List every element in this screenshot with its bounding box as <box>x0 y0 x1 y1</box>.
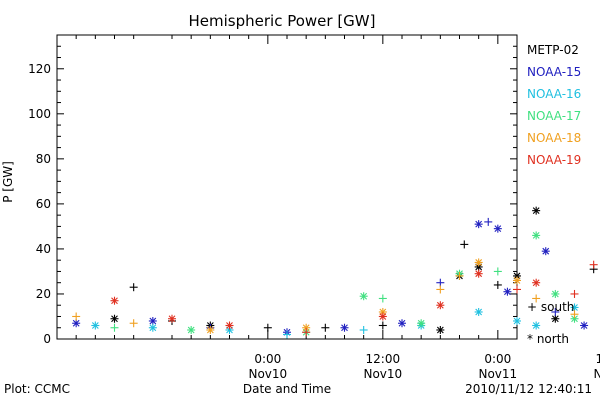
footer-timestamp: 2010/11/12 12:40:11 <box>465 382 592 396</box>
point-noaa-18-south <box>72 312 81 321</box>
point-noaa-16-north <box>513 316 521 325</box>
point-noaa-15-north <box>148 316 157 325</box>
y-tick-label: 0 <box>43 332 51 346</box>
point-metp-02-north <box>551 314 560 323</box>
point-noaa-19-north <box>168 314 176 323</box>
point-noaa-18-south <box>436 285 445 294</box>
legend-item-noaa-15: NOAA-15 <box>527 65 581 79</box>
y-tick-label: 20 <box>36 287 51 301</box>
point-noaa-19-south <box>302 328 311 337</box>
point-metp-02-south <box>460 240 469 249</box>
x-tick-time-label: 0:00 <box>254 352 281 366</box>
axis-ticks <box>56 35 518 340</box>
point-metp-02-north <box>532 206 541 215</box>
plot-frame <box>56 34 518 340</box>
point-noaa-19-south <box>589 260 598 269</box>
y-tick-label: 100 <box>28 107 51 121</box>
point-metp-02-south <box>493 280 502 289</box>
chart-title: Hemispheric Power [GW] <box>189 12 376 30</box>
legend-item-noaa-16: NOAA-16 <box>527 87 581 101</box>
x-tick-date-label: Nov11 <box>593 367 600 381</box>
point-noaa-15-north <box>503 287 512 296</box>
point-metp-02-north <box>436 325 445 334</box>
y-tick-label: 60 <box>36 197 51 211</box>
x-tick-time-label: 0:00 <box>484 352 511 366</box>
point-noaa-19-south <box>513 285 521 294</box>
point-noaa-16-north <box>148 323 157 332</box>
point-noaa-19-north <box>110 296 119 305</box>
point-noaa-16-north <box>532 321 541 330</box>
point-noaa-16-north <box>91 321 100 330</box>
point-metp-02-south <box>263 323 272 332</box>
point-noaa-18-north <box>474 258 483 267</box>
legend-item-noaa-19: NOAA-19 <box>527 153 581 167</box>
y-tick-label: 80 <box>36 152 51 166</box>
point-noaa-19-north <box>225 321 234 330</box>
point-noaa-17-north <box>532 231 541 240</box>
point-noaa-18-south <box>129 319 138 328</box>
data-points <box>72 206 598 339</box>
point-noaa-15-north <box>580 321 589 330</box>
legend-item-metp-02: METP-02 <box>527 43 579 57</box>
point-metp-02-south <box>129 283 138 292</box>
point-noaa-15-south <box>436 278 445 287</box>
point-noaa-15-north <box>493 224 502 233</box>
point-metp-02-south <box>321 323 330 332</box>
point-noaa-19-south <box>570 289 579 298</box>
point-noaa-17-south <box>110 323 119 332</box>
y-axis-label: P [GW] <box>1 161 15 203</box>
point-noaa-18-south <box>455 271 464 280</box>
point-noaa-16-north <box>474 307 483 316</box>
legend: METP-02 NOAA-15 NOAA-16 NOAA-17 NOAA-18 NOAA-… <box>527 43 581 167</box>
point-noaa-15-north <box>398 319 406 328</box>
x-tick-date-label: Nov10 <box>248 367 287 381</box>
point-noaa-18-south <box>532 294 541 303</box>
point-noaa-18-north <box>513 276 521 285</box>
point-metp-02-south <box>378 321 387 330</box>
point-noaa-19-north <box>378 312 387 321</box>
point-noaa-15-south <box>551 307 560 316</box>
point-noaa-18-south <box>570 310 579 319</box>
footer-credit: Plot: CCMC <box>4 382 70 396</box>
x-tick-date-label: Nov11 <box>478 367 517 381</box>
point-noaa-15-north <box>340 323 349 332</box>
point-noaa-15-north <box>541 247 550 256</box>
y-tick-label: 120 <box>28 62 51 76</box>
x-tick-time-label: 12:00 <box>366 352 401 366</box>
point-noaa-17-north <box>417 319 426 328</box>
x-axis-label: Date and Time <box>243 382 331 396</box>
legend-item-noaa-18: NOAA-18 <box>527 131 581 145</box>
point-noaa-17-north <box>187 325 196 334</box>
point-noaa-19-north <box>436 301 445 310</box>
x-tick-time-label: 12:00 <box>596 352 600 366</box>
point-noaa-18-north <box>206 325 215 334</box>
point-noaa-16-north <box>570 303 579 312</box>
legend-south: + south <box>527 300 574 314</box>
legend-item-noaa-17: NOAA-17 <box>527 109 581 123</box>
point-noaa-17-south <box>493 267 502 276</box>
point-noaa-19-north <box>474 269 483 278</box>
point-noaa-17-north <box>359 292 368 301</box>
point-noaa-16-south <box>283 330 291 339</box>
point-noaa-15-south <box>484 217 493 226</box>
point-noaa-15-north <box>72 319 81 328</box>
point-noaa-17-south <box>378 294 387 303</box>
x-tick-labels: 0:00Nov1012:00Nov100:00Nov1112:00Nov110:… <box>248 352 600 381</box>
point-noaa-16-south <box>359 325 368 334</box>
x-tick-date-label: Nov10 <box>363 367 402 381</box>
y-tick-label: 40 <box>36 242 51 256</box>
point-noaa-15-north <box>474 220 483 229</box>
point-noaa-19-north <box>532 278 541 287</box>
point-metp-02-north <box>110 314 119 323</box>
y-tick-labels: 0 20 40 60 80 100 120 <box>28 62 51 346</box>
point-noaa-17-north <box>551 289 560 298</box>
legend-north: * north <box>527 332 569 346</box>
